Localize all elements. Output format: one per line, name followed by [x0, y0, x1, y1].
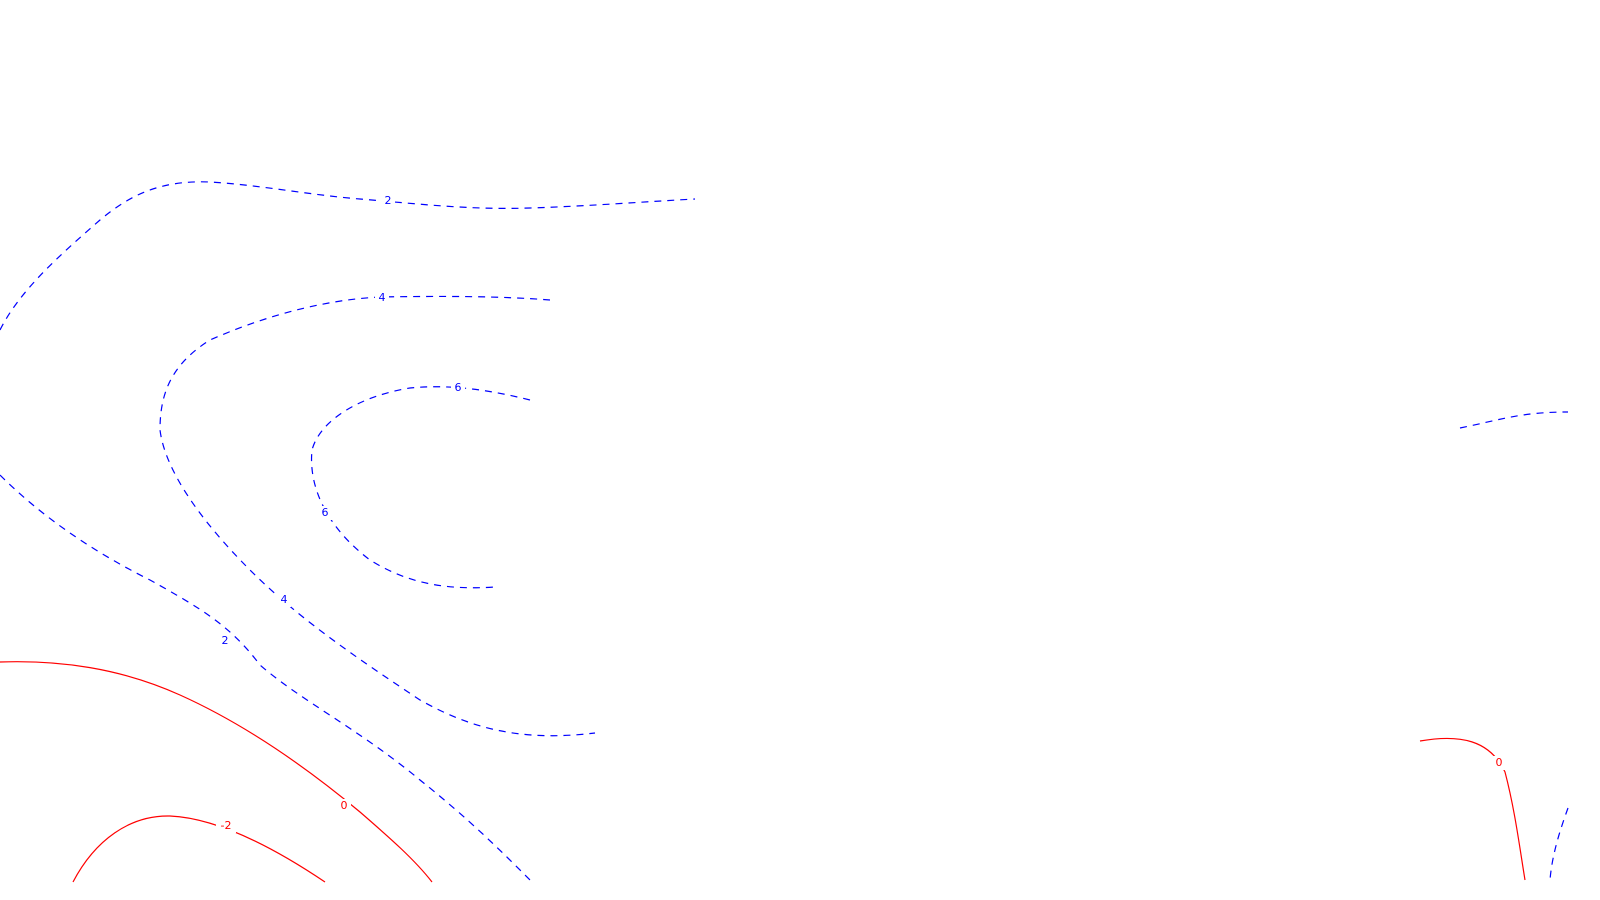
- contour-label-2: 6: [455, 381, 462, 394]
- contour-label-bg-6: [337, 799, 351, 813]
- contour-labels: 2 4 6 6 4 2 0 -2 0: [216, 194, 1506, 833]
- contour-line-level-2-0: [0, 181, 696, 331]
- contour-line-level-6-3: [310, 386, 531, 589]
- contour-label-bg-4: [277, 593, 291, 607]
- contour-label-6: 0: [341, 799, 348, 812]
- contour-label-3: 6: [322, 506, 329, 519]
- contour-label-bg-3: [318, 506, 332, 520]
- contour-label-1: 4: [379, 291, 386, 304]
- contour-label-bg-5: [218, 634, 232, 648]
- contour-line-level-6-4: [1459, 411, 1569, 429]
- contour-label-bg-1: [375, 291, 389, 305]
- contour-line-level-2-1: [0, 474, 531, 881]
- contour-line-level-4-5: [1549, 807, 1569, 881]
- contour-label-8: 0: [1496, 756, 1503, 769]
- contour-line-level-neg2-8: [72, 815, 326, 883]
- contour-label-0: 2: [385, 194, 392, 207]
- contour-line-level-0-6: [0, 661, 433, 883]
- contour-label-bg-7: [216, 819, 236, 833]
- contour-label-bg-2: [451, 381, 465, 395]
- contour-label-5: 2: [222, 634, 229, 647]
- contour-line-level-0-7: [1419, 737, 1526, 881]
- contour-label-bg-8: [1492, 756, 1506, 770]
- contour-label-bg-0: [381, 194, 395, 208]
- contour-label-7: -2: [221, 819, 232, 832]
- contour-label-4: 4: [281, 593, 288, 606]
